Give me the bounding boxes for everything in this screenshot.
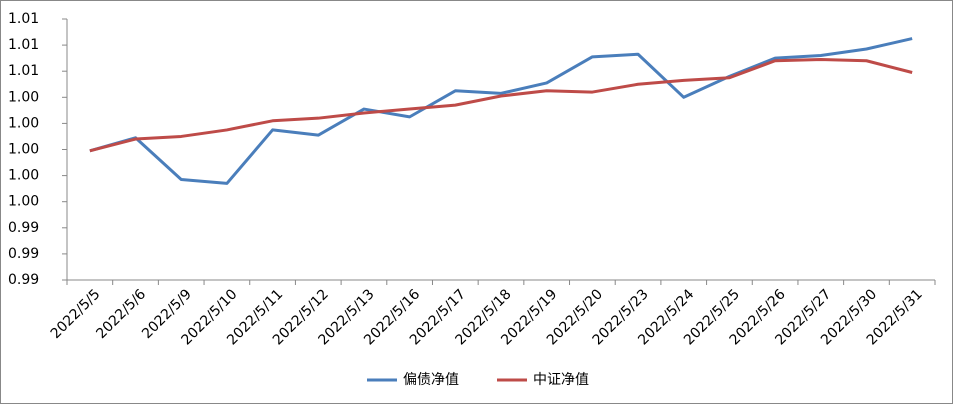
y-tick-label: 1.00	[8, 142, 39, 158]
line-series	[89, 57, 913, 153]
line-series	[89, 37, 913, 185]
y-tick-label: 0.99	[8, 220, 39, 236]
legend-label: 中证净值	[533, 372, 589, 388]
y-tick-label: 1.01	[8, 11, 39, 27]
y-tick-label: 1.00	[8, 168, 39, 184]
y-tick-label: 1.00	[8, 194, 39, 210]
y-tick-label: 1.00	[8, 89, 39, 105]
y-tick-label: 1.01	[8, 63, 39, 79]
y-tick-label: 1.00	[8, 115, 39, 131]
y-tick-label: 0.99	[8, 272, 39, 288]
legend-label: 偏债净值	[403, 372, 459, 388]
y-tick-label: 0.99	[8, 246, 39, 262]
y-tick-label: 1.01	[8, 37, 39, 53]
